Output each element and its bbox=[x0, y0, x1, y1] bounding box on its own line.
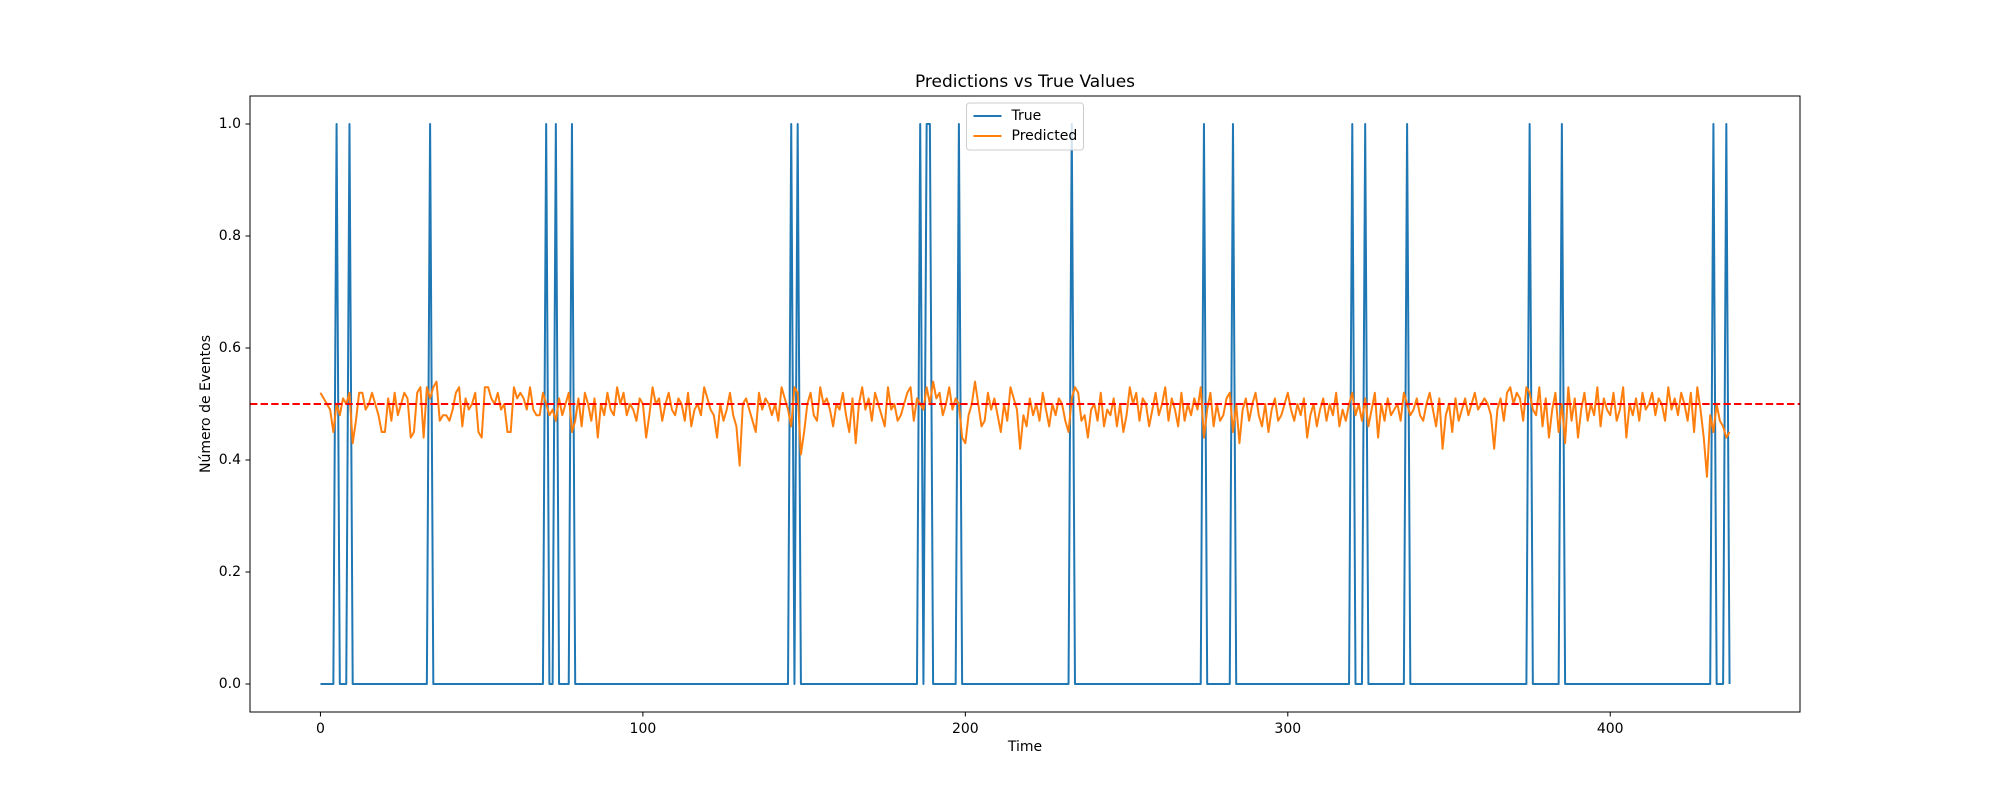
x-tick-label: 300 bbox=[1274, 721, 1301, 737]
y-tick-label: 0.6 bbox=[219, 340, 241, 356]
legend-label: True bbox=[1011, 108, 1042, 124]
line-series bbox=[319, 380, 1731, 478]
y-tick-label: 0.2 bbox=[219, 564, 241, 580]
x-tick-label: 200 bbox=[952, 721, 979, 737]
plot-frame bbox=[249, 95, 1801, 713]
x-tick-label: 0 bbox=[316, 721, 325, 737]
legend-label: Predicted bbox=[1012, 128, 1078, 144]
legend: True Predicted bbox=[966, 102, 1084, 151]
y-tick-label: 0.4 bbox=[219, 452, 241, 468]
x-tick-label: 400 bbox=[1597, 721, 1624, 737]
y-tick-label: 0.8 bbox=[219, 228, 241, 244]
y-axis-label: Número de Eventos bbox=[198, 335, 214, 473]
chart-title: Predictions vs True Values bbox=[915, 72, 1135, 92]
y-tick-label: 1.0 bbox=[219, 116, 241, 132]
y-tick-label: 0.0 bbox=[219, 676, 241, 692]
x-axis-label: Time bbox=[1007, 739, 1042, 755]
line-series bbox=[320, 123, 1731, 685]
legend-box bbox=[966, 102, 1084, 151]
x-tick-label: 100 bbox=[630, 721, 657, 737]
